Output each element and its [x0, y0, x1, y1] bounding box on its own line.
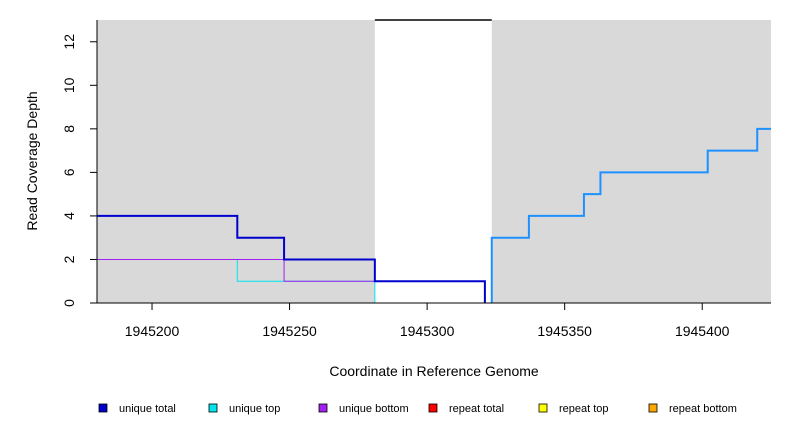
x-axis-title: Coordinate in Reference Genome [329, 363, 539, 379]
legend-label-unique-total: unique total [119, 403, 176, 415]
legend-swatch-unique-total [98, 403, 108, 413]
y-axis-title: Read Coverage Depth [24, 91, 40, 230]
legend-label-repeat-top: repeat top [559, 403, 609, 415]
axes [96, 20, 771, 304]
x-tick-label: 1945250 [262, 323, 317, 339]
legend-swatch-repeat-total [428, 403, 438, 413]
legend-swatch-repeat-bottom [648, 403, 658, 413]
series-right-unique-total [490, 127, 771, 303]
y-tick-label: 12 [61, 34, 77, 50]
shaded-regions [97, 20, 771, 303]
x-tick-label: 1945350 [537, 323, 592, 339]
x-tick-label: 1945200 [125, 323, 180, 339]
legend: unique total unique top unique bottom repea… [98, 403, 737, 415]
series-unique-total [97, 214, 486, 303]
x-tick-label: 1945300 [400, 323, 455, 339]
y-tick-label: 4 [61, 212, 77, 220]
legend-swatch-unique-bottom [318, 403, 328, 413]
y-tick-label: 10 [61, 77, 77, 93]
y-tick-label: 0 [61, 299, 77, 307]
x-tick-label: 1945400 [675, 323, 730, 339]
y-tick-label: 8 [61, 125, 77, 133]
y-tick-label: 6 [61, 168, 77, 176]
shaded-region-1 [491, 20, 771, 303]
legend-swatch-repeat-top [538, 403, 548, 413]
legend-label-repeat-bottom: repeat bottom [669, 403, 737, 415]
x-ticks: 1945200 1945250 1945300 1945350 1945400 [125, 303, 730, 339]
shaded-region-0 [97, 20, 375, 303]
legend-swatch-unique-top [208, 403, 218, 413]
y-tick-label: 2 [61, 255, 77, 263]
legend-label-unique-top: unique top [229, 403, 280, 415]
y-ticks: 0 2 4 6 8 10 12 [61, 34, 97, 307]
legend-label-unique-bottom: unique bottom [339, 403, 409, 415]
legend-label-repeat-total: repeat total [449, 403, 504, 415]
